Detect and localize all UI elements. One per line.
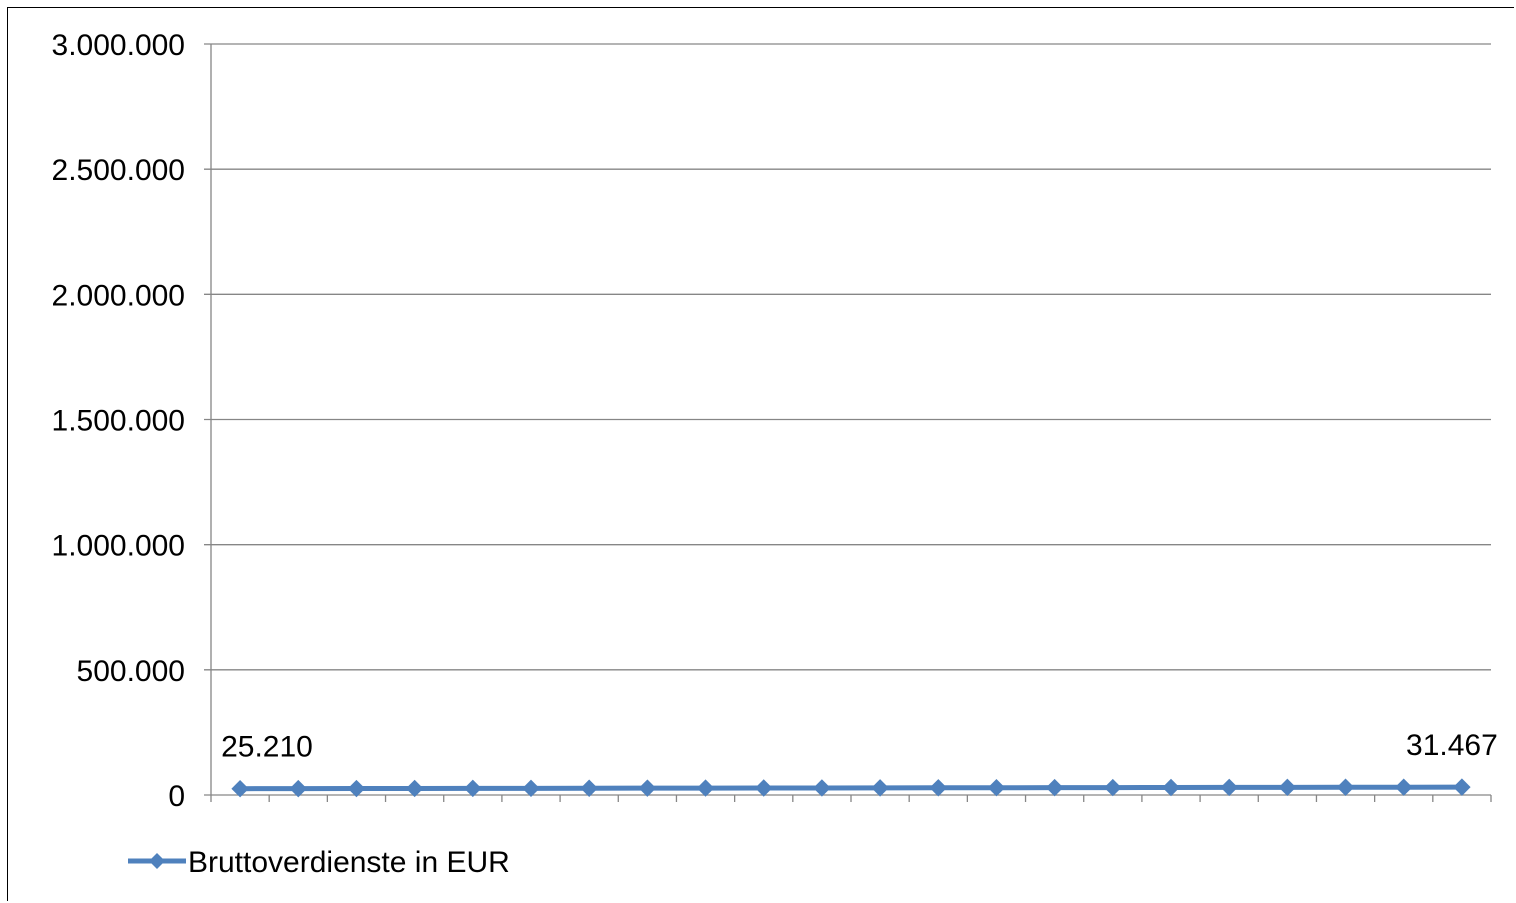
data-point xyxy=(1395,778,1413,796)
data-label: 25.210 xyxy=(221,731,313,764)
label-layer: 25.210 31.467 xyxy=(221,729,1498,764)
data-point xyxy=(464,779,482,798)
chart-frame: 0 500.000 1.000.000 1.500.000 2.000.000 2.500… xyxy=(7,7,1514,901)
data-point xyxy=(638,779,657,797)
data-point xyxy=(1453,778,1471,796)
data-point xyxy=(522,779,540,798)
y-tick-label: 500.000 xyxy=(77,655,185,688)
y-tick-label: 0 xyxy=(168,780,185,813)
y-tick-label: 3.000.000 xyxy=(52,29,185,62)
data-point xyxy=(696,779,715,797)
data-point xyxy=(987,779,1006,797)
data-label: 31.467 xyxy=(1406,729,1498,762)
data-point xyxy=(289,779,307,798)
data-point xyxy=(1045,778,1064,797)
line-chart: 0 500.000 1.000.000 1.500.000 2.000.000 2.500… xyxy=(52,29,1498,879)
data-point xyxy=(1336,778,1355,796)
grid-layer xyxy=(204,43,1491,796)
data-point xyxy=(1104,778,1122,797)
axis-layer: 0 500.000 1.000.000 1.500.000 2.000.000 2.500… xyxy=(52,29,1492,813)
series-layer xyxy=(231,778,1471,798)
y-tick-label: 1.000.000 xyxy=(52,530,185,563)
legend-label: Bruttoverdienste in EUR xyxy=(188,846,510,879)
y-tick-label: 2.000.000 xyxy=(52,279,185,312)
data-point xyxy=(871,779,889,797)
data-point xyxy=(1220,778,1238,797)
data-point xyxy=(580,779,598,797)
data-point xyxy=(1278,778,1297,797)
data-point xyxy=(347,779,366,798)
y-tick-label: 2.500.000 xyxy=(52,154,185,187)
legend: Bruttoverdienste in EUR xyxy=(128,846,510,879)
series-line xyxy=(240,784,1462,792)
data-point xyxy=(813,779,831,797)
data-point xyxy=(929,779,947,797)
legend-marker xyxy=(149,853,165,869)
data-point xyxy=(1162,778,1180,797)
y-tick-label: 1.500.000 xyxy=(52,405,185,438)
data-point xyxy=(231,779,249,798)
data-point xyxy=(405,779,424,798)
data-point xyxy=(755,779,773,797)
